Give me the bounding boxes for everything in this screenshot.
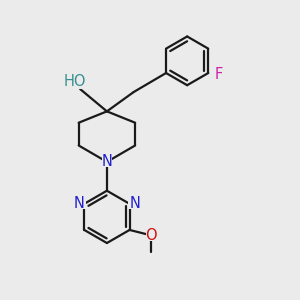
- Text: N: N: [130, 196, 140, 211]
- Text: F: F: [215, 67, 223, 82]
- Text: N: N: [74, 196, 84, 211]
- Text: O: O: [145, 228, 157, 243]
- FancyBboxPatch shape: [211, 69, 223, 80]
- FancyBboxPatch shape: [102, 157, 112, 167]
- FancyBboxPatch shape: [128, 199, 140, 209]
- FancyBboxPatch shape: [61, 77, 84, 89]
- Text: HO: HO: [64, 74, 86, 89]
- FancyBboxPatch shape: [74, 199, 86, 209]
- Text: N: N: [101, 154, 112, 169]
- FancyBboxPatch shape: [146, 230, 156, 241]
